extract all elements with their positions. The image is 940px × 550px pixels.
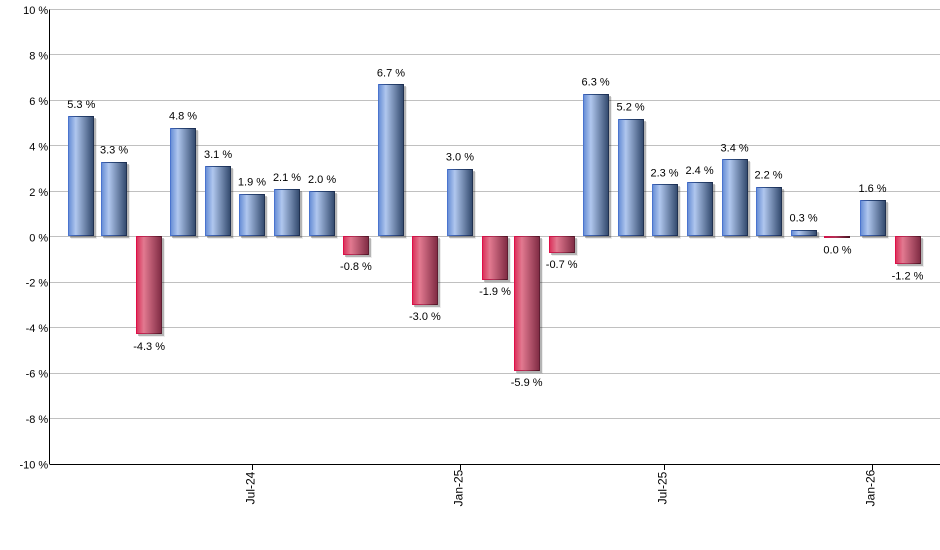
svg-text:Jul-24: Jul-24	[244, 471, 258, 504]
svg-text:1.6 %: 1.6 %	[858, 183, 886, 195]
svg-text:6 %: 6 %	[29, 96, 48, 108]
svg-text:4 %: 4 %	[29, 141, 48, 153]
svg-text:5.3 %: 5.3 %	[67, 99, 95, 111]
svg-text:0 %: 0 %	[29, 232, 48, 244]
svg-text:2.0 %: 2.0 %	[308, 174, 336, 186]
svg-text:2.3 %: 2.3 %	[650, 167, 678, 179]
svg-text:2.2 %: 2.2 %	[754, 170, 782, 182]
svg-text:-1.2 %: -1.2 %	[892, 270, 924, 282]
svg-text:2 %: 2 %	[29, 187, 48, 199]
svg-text:-6 %: -6 %	[26, 369, 49, 381]
svg-text:0.3 %: 0.3 %	[789, 213, 817, 225]
svg-text:Jan-25: Jan-25	[452, 469, 466, 506]
svg-text:3.3 %: 3.3 %	[100, 145, 128, 157]
svg-text:6.7 %: 6.7 %	[377, 67, 405, 79]
svg-text:6.3 %: 6.3 %	[582, 76, 610, 88]
svg-text:Jan-26: Jan-26	[864, 469, 878, 506]
svg-text:10 %: 10 %	[23, 5, 48, 17]
svg-text:-5.9 %: -5.9 %	[511, 377, 543, 389]
svg-text:3.0 %: 3.0 %	[446, 151, 474, 163]
svg-text:Jul-25: Jul-25	[656, 471, 670, 504]
svg-text:3.4 %: 3.4 %	[721, 142, 749, 154]
svg-text:-0.7 %: -0.7 %	[546, 259, 578, 271]
svg-text:2.1 %: 2.1 %	[273, 172, 301, 184]
svg-text:0.0 %: 0.0 %	[823, 244, 851, 256]
svg-text:8 %: 8 %	[29, 50, 48, 62]
svg-text:3.1 %: 3.1 %	[204, 149, 232, 161]
svg-text:-1.9 %: -1.9 %	[479, 286, 511, 298]
svg-text:-2 %: -2 %	[26, 278, 49, 290]
svg-text:-10 %: -10 %	[19, 460, 48, 472]
svg-text:1.9 %: 1.9 %	[238, 176, 266, 188]
svg-text:-4 %: -4 %	[26, 323, 49, 335]
svg-text:2.4 %: 2.4 %	[685, 165, 713, 177]
svg-text:-4.3 %: -4.3 %	[133, 341, 165, 353]
svg-text:-3.0 %: -3.0 %	[409, 311, 441, 323]
svg-text:4.8 %: 4.8 %	[169, 110, 197, 122]
svg-text:5.2 %: 5.2 %	[617, 101, 645, 113]
svg-text:-0.8 %: -0.8 %	[340, 261, 372, 273]
svg-text:-8 %: -8 %	[26, 414, 49, 426]
